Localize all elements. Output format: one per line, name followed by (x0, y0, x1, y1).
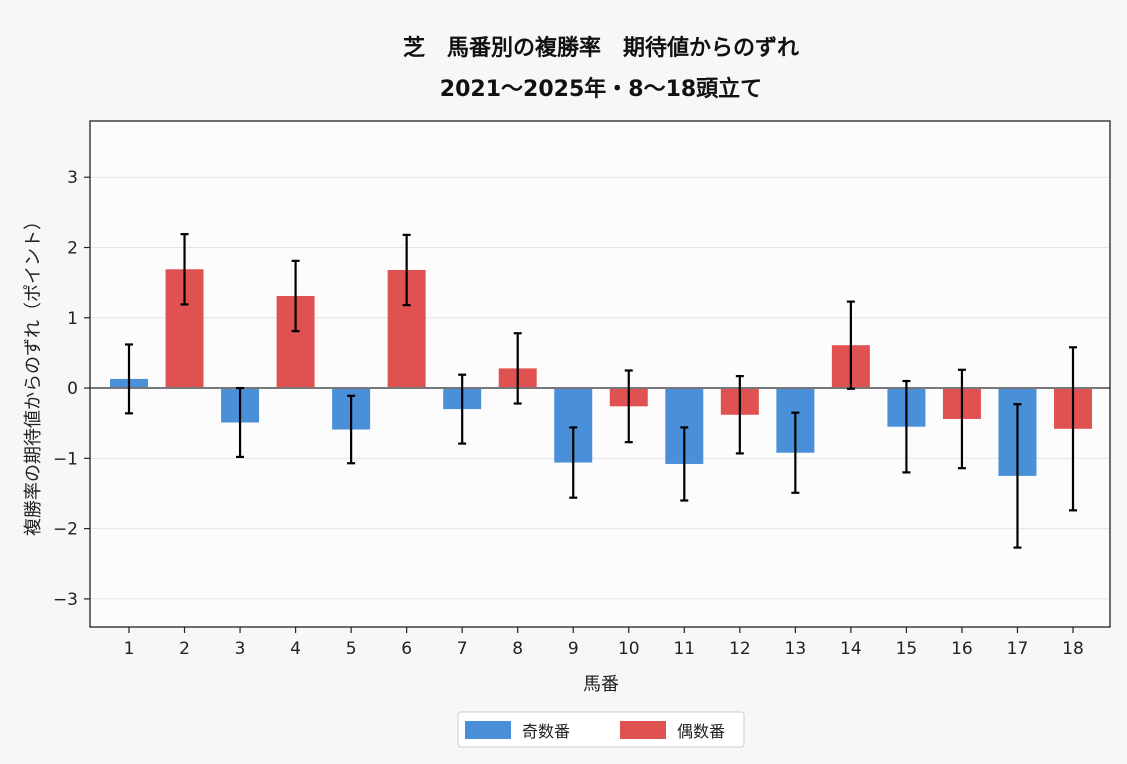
x-tick-label: 13 (785, 639, 807, 659)
plot-area (90, 121, 1110, 627)
x-tick-label: 5 (346, 639, 357, 659)
error-bars (125, 233, 1077, 549)
x-tick-label: 4 (290, 639, 301, 659)
x-tick-label: 7 (457, 639, 468, 659)
x-tick-label: 6 (401, 639, 412, 659)
x-tick-label: 8 (512, 639, 523, 659)
x-tick-label: 9 (568, 639, 579, 659)
legend-frame (457, 711, 745, 748)
x-tick-label: 16 (951, 639, 973, 659)
y-tick-label: 0 (67, 379, 78, 399)
y-tick-label: 3 (67, 168, 78, 188)
legend-swatch-odd (465, 721, 511, 739)
legend-swatch-even (620, 721, 666, 739)
chart-subtitle: 2021〜2025年・8〜18頭立て (440, 76, 762, 102)
x-axis-label: 馬番 (583, 674, 619, 695)
y-tick-label: 1 (67, 309, 78, 329)
legend-label-odd: 奇数番 (522, 722, 570, 741)
x-tick-label: 3 (235, 639, 246, 659)
x-axis-ticks: 1 2 3 4 5 6 7 8 9 10 11 12 13 14 15 16 17 18 (124, 627, 1084, 659)
y-tick-label: 2 (67, 239, 78, 259)
plot-frame (89, 120, 1111, 628)
y-tick-label: −3 (53, 590, 78, 610)
x-tick-label: 14 (840, 639, 862, 659)
x-tick-label: 1 (124, 639, 135, 659)
chart-title: 芝 馬番別の複勝率 期待値からのずれ (403, 35, 799, 61)
x-tick-label: 10 (618, 639, 640, 659)
x-tick-label: 18 (1062, 639, 1084, 659)
x-tick-label: 2 (179, 639, 190, 659)
x-tick-label: 15 (896, 639, 918, 659)
y-axis-label: 複勝率の期待値からのずれ（ポイント） (23, 212, 44, 536)
y-tick-label: −1 (53, 449, 78, 469)
y-tick-label: −2 (53, 520, 78, 540)
y-axis-ticks: −3 −2 −1 0 1 2 3 (53, 168, 90, 610)
x-tick-label: 12 (729, 639, 751, 659)
legend-label-even: 偶数番 (677, 722, 725, 741)
x-tick-label: 11 (673, 639, 695, 659)
x-tick-label: 17 (1007, 639, 1029, 659)
legend: 奇数番 偶数番 (457, 711, 745, 748)
